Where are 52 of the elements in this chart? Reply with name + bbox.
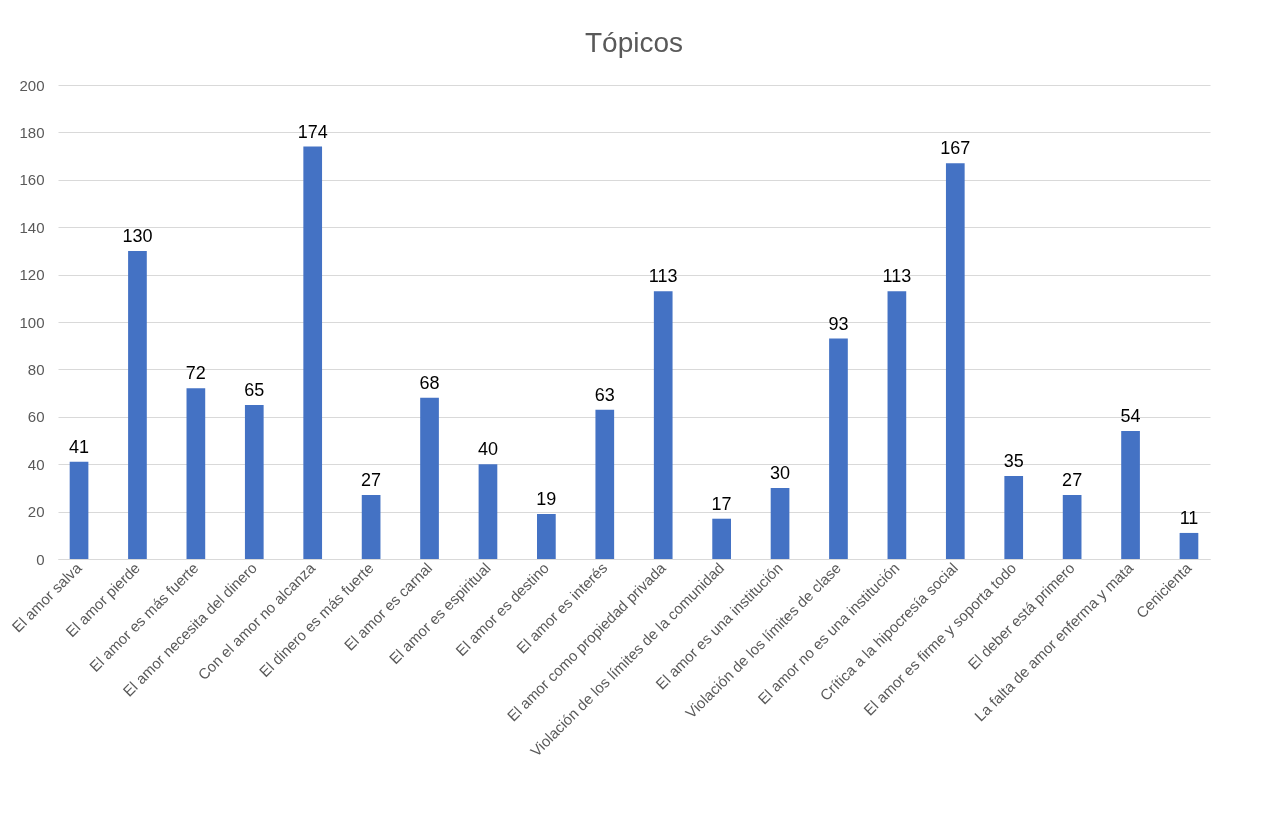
data-label: 30 (770, 462, 791, 483)
data-label: 68 (419, 372, 440, 393)
bar (945, 163, 965, 559)
data-label: 167 (940, 138, 971, 159)
y-tick-label: 60 (27, 408, 45, 426)
data-label: 41 (69, 436, 90, 457)
data-label: 27 (1062, 470, 1083, 491)
y-tick-label: 100 (19, 313, 45, 331)
bar (712, 518, 731, 559)
data-label: 40 (477, 439, 498, 460)
y-tick-label: 80 (27, 360, 45, 378)
bar (1062, 495, 1082, 559)
data-label: 174 (297, 121, 328, 142)
bar (770, 487, 790, 559)
data-label: 130 (122, 225, 153, 246)
y-tick-label: 200 (19, 76, 45, 94)
bar (887, 291, 907, 559)
bar (829, 338, 848, 559)
bar (1004, 476, 1024, 559)
data-label: 72 (185, 363, 206, 384)
y-tick-label: 160 (19, 171, 45, 189)
data-label: 113 (882, 266, 912, 287)
y-tick-label: 20 (27, 503, 45, 521)
y-tick-label: 180 (19, 123, 45, 141)
bar (537, 513, 556, 559)
bar (128, 250, 147, 559)
bar (478, 464, 498, 559)
data-label: 19 (536, 488, 557, 509)
data-label: 93 (828, 313, 849, 334)
y-tick-label: 40 (27, 455, 45, 473)
chart-title: Tópicos (584, 27, 684, 58)
data-label: 17 (711, 493, 732, 514)
bar (69, 461, 89, 559)
data-label: 65 (244, 379, 265, 400)
bar (653, 291, 673, 559)
bar (1179, 532, 1199, 559)
y-tick-label: 0 (36, 550, 45, 568)
bar (420, 397, 439, 559)
data-label: 54 (1120, 406, 1141, 427)
bar (361, 495, 381, 559)
bar (186, 388, 206, 559)
data-label: 27 (361, 470, 382, 491)
data-label: 63 (594, 384, 615, 405)
data-label: 113 (648, 266, 678, 287)
bar (1121, 431, 1140, 559)
data-label: 35 (1003, 451, 1024, 472)
y-tick-label: 140 (19, 218, 45, 236)
data-label: 11 (1179, 507, 1199, 528)
bar (595, 409, 615, 559)
bar (303, 146, 323, 559)
y-tick-label: 120 (19, 266, 45, 284)
bar (244, 404, 264, 559)
